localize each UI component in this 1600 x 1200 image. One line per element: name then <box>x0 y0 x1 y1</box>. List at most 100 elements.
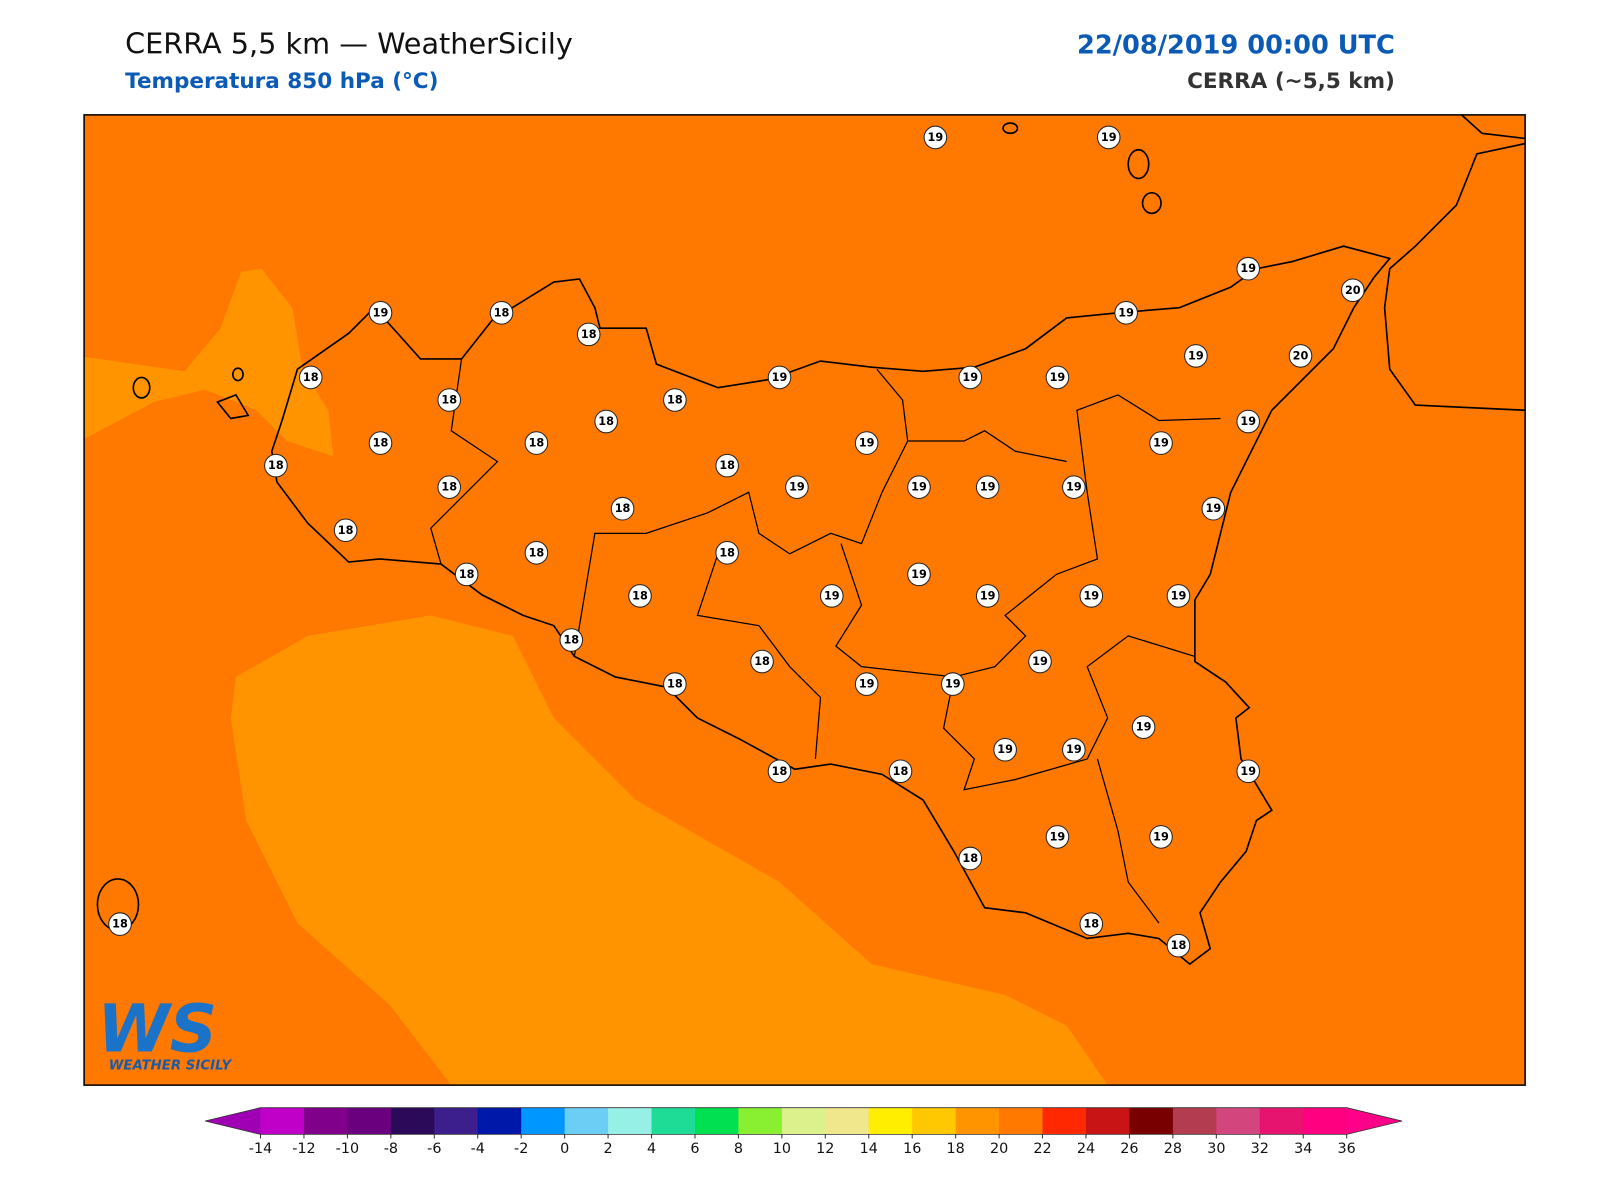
station-value: 19 <box>772 371 788 384</box>
station-marker <box>750 649 774 674</box>
station-marker <box>785 475 809 499</box>
station-marker <box>767 365 792 390</box>
station-marker <box>1062 475 1086 499</box>
station-marker <box>975 475 1000 499</box>
station-marker <box>437 388 462 412</box>
station-value: 19 <box>789 481 805 494</box>
station-value: 18 <box>441 481 457 494</box>
station-marker <box>1236 409 1260 434</box>
colorbar-tick-label: -4 <box>471 1141 485 1157</box>
colorbar-tick-label: 20 <box>990 1141 1008 1157</box>
colorbar-tick-label: -6 <box>427 1141 441 1157</box>
logo: WS WEATHER SICILY <box>97 991 232 1073</box>
colorbar-tick-label: 6 <box>690 1141 699 1157</box>
colorbar-segment <box>608 1107 653 1135</box>
station-marker <box>333 518 358 543</box>
station-value: 18 <box>303 371 319 384</box>
colorbar-segment <box>564 1107 609 1135</box>
station-marker <box>958 846 983 871</box>
temperature-field <box>84 114 1526 1086</box>
colorbar-segment <box>738 1107 783 1135</box>
station-marker <box>854 431 879 455</box>
colorbar-tick-label: -12 <box>292 1141 315 1157</box>
island <box>216 393 250 420</box>
station-value: 19 <box>373 306 389 319</box>
station-value: 20 <box>1345 284 1361 297</box>
station-marker <box>1341 278 1365 303</box>
station-value: 19 <box>1050 371 1066 384</box>
colorbar-tick-label: 2 <box>604 1141 613 1157</box>
station-marker <box>1184 344 1208 368</box>
station-value: 19 <box>980 481 996 494</box>
colorbar-segment <box>521 1107 566 1135</box>
station-marker <box>975 584 1000 608</box>
station-value: 19 <box>1205 502 1221 515</box>
station-value: 19 <box>1240 765 1256 778</box>
station-value: 19 <box>1240 262 1256 275</box>
station-value: 19 <box>1136 721 1152 734</box>
island <box>1002 122 1019 135</box>
station-marker <box>1201 496 1226 521</box>
station-marker <box>1045 365 1070 390</box>
colorbar-extend-low <box>205 1107 261 1135</box>
field-16-18 <box>230 615 1108 1086</box>
station-value: 19 <box>911 481 927 494</box>
colorbar-tick-label: -8 <box>384 1141 398 1157</box>
station-value: 19 <box>962 371 978 384</box>
colorbar-tick-label: -2 <box>514 1141 528 1157</box>
station-value: 19 <box>1101 131 1117 144</box>
station-marker <box>594 409 618 434</box>
station-value: 19 <box>945 678 961 691</box>
colorbar: -14 -12 -10 -8 -6 -4 -2 0 2 4 6 8 10 12 14 16 18 20 22 24 26… <box>205 1107 1403 1157</box>
station-marker <box>610 496 635 521</box>
station-labels: 19 19 19 20 19 18 18 19 19 20 18 19 19 19 18 18 18 19 18 18… <box>108 125 1365 958</box>
colorbar-tick-label: 32 <box>1251 1141 1269 1157</box>
station-value: 18 <box>441 394 457 407</box>
station-marker <box>663 672 687 696</box>
station-marker <box>1288 344 1313 368</box>
logo-name: WEATHER SICILY <box>109 1059 233 1074</box>
station-marker <box>1149 431 1173 455</box>
station-value: 19 <box>1066 743 1082 756</box>
colorbar-tick-label: 36 <box>1338 1141 1356 1157</box>
datetime: 22/08/2019 00:00 UTC <box>1077 30 1395 60</box>
colorbar-tick-label: 18 <box>947 1141 965 1157</box>
station-marker <box>489 301 514 325</box>
calabria-coast <box>1383 114 1526 412</box>
colorbar-extend-high <box>1346 1107 1403 1135</box>
province-borders <box>430 358 1221 924</box>
station-marker <box>907 475 931 499</box>
station-value: 19 <box>997 743 1013 756</box>
colorbar-tick-label: 34 <box>1294 1141 1312 1157</box>
station-value: 19 <box>1050 830 1066 843</box>
island <box>1141 192 1162 215</box>
station-marker <box>1236 256 1260 281</box>
title: CERRA 5,5 km — WeatherSicily <box>125 26 573 60</box>
station-value: 19 <box>859 678 875 691</box>
station-value: 19 <box>928 131 944 144</box>
colorbar-segment <box>260 1107 305 1135</box>
station-value: 18 <box>268 459 284 472</box>
colorbar-segment <box>1129 1107 1174 1135</box>
colorbar-tick-label: -10 <box>336 1141 359 1157</box>
map-frame <box>83 114 1526 1086</box>
station-value: 19 <box>1118 306 1134 319</box>
station-marker <box>715 541 739 565</box>
colorbar-segment <box>434 1107 479 1135</box>
station-marker <box>628 584 652 608</box>
colorbar-tick-label: 22 <box>1033 1141 1051 1157</box>
station-value: 19 <box>1188 349 1204 362</box>
station-value: 19 <box>859 437 875 450</box>
station-marker <box>715 453 739 478</box>
station-value: 19 <box>1240 415 1256 428</box>
island <box>132 376 151 399</box>
colorbar-segment <box>912 1107 957 1135</box>
station-value: 18 <box>1171 939 1187 952</box>
station-marker <box>941 672 965 696</box>
station-value: 19 <box>1153 437 1169 450</box>
station-marker <box>1028 649 1052 674</box>
colorbar-tick-label: 30 <box>1207 1141 1225 1157</box>
station-marker <box>1079 912 1104 936</box>
station-marker <box>1236 759 1260 784</box>
station-marker <box>907 562 931 587</box>
